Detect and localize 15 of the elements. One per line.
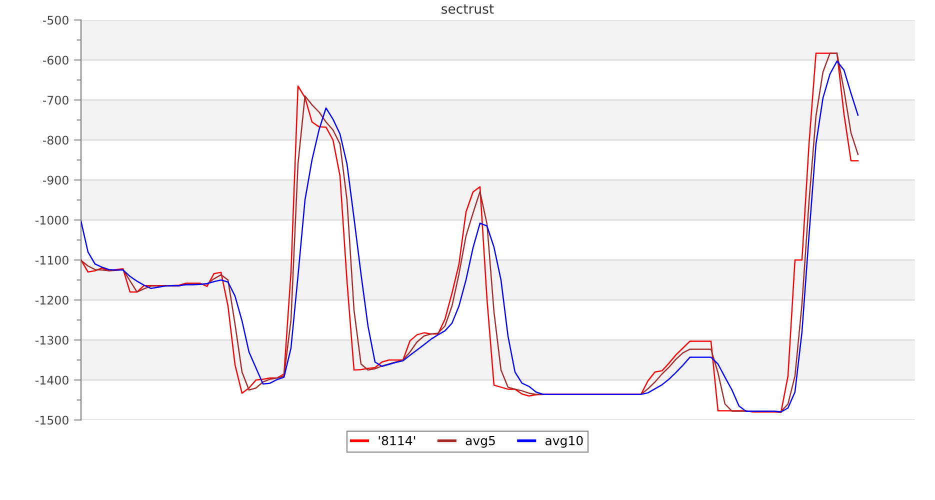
y-tick-label: -600 <box>42 56 68 65</box>
legend-label: '8114' <box>378 436 416 446</box>
y-tick-label: -1000 <box>35 216 68 225</box>
y-tick-label: -1100 <box>35 256 68 265</box>
y-tick-label: -700 <box>42 96 68 105</box>
y-tick-label: -1400 <box>35 376 68 385</box>
legend-label: avg5 <box>466 436 495 448</box>
y-tick-label: -1200 <box>35 296 68 305</box>
y-tick-label: -1500 <box>35 416 68 425</box>
y-tick-label: -800 <box>42 136 68 145</box>
y-tick-label: -1300 <box>35 336 68 345</box>
y-tick-label: -500 <box>42 16 68 25</box>
chart-title: sectrust <box>442 4 494 14</box>
legend-label: avg10 <box>545 436 583 448</box>
y-tick-label: -900 <box>42 176 68 185</box>
